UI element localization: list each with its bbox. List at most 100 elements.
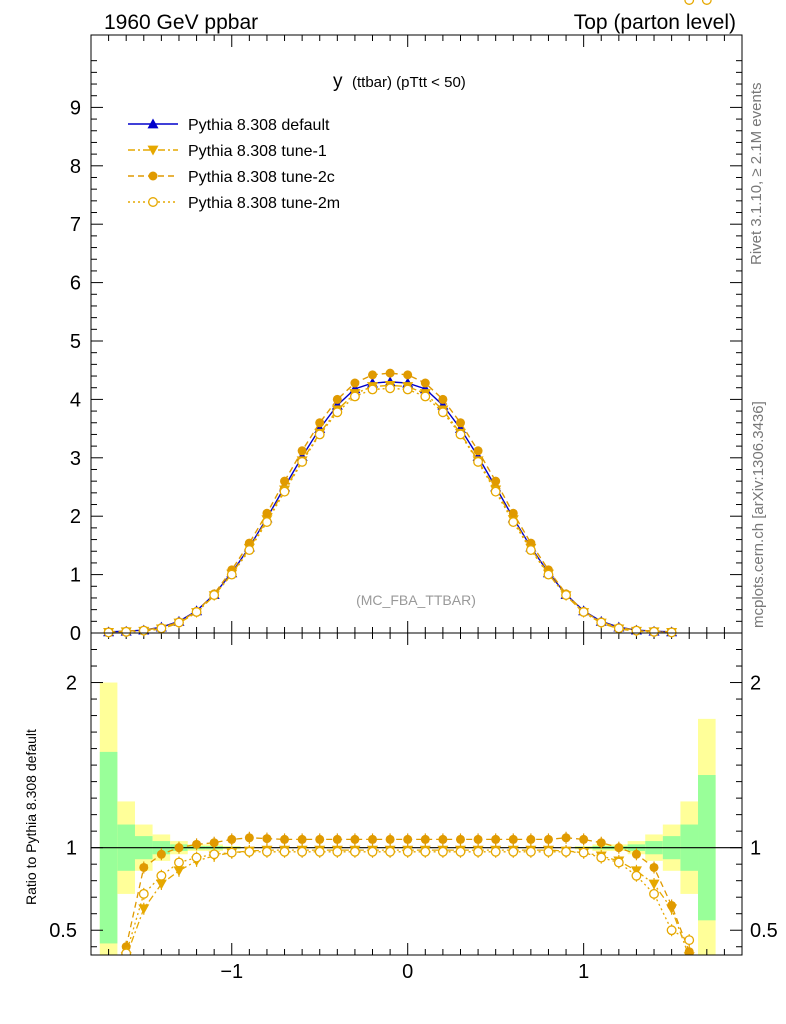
x-tick-label: 1: [578, 961, 589, 983]
ratio-series-2: [121, 831, 694, 955]
ratio-point: [596, 838, 606, 848]
ratio-point: [684, 947, 694, 955]
ratio-point: [173, 866, 185, 877]
ratio-point: [614, 843, 624, 853]
ratio-point: [297, 846, 308, 857]
data-point: [438, 394, 448, 404]
data-point: [631, 625, 642, 636]
data-point: [385, 383, 396, 394]
legend-marker: [148, 171, 158, 181]
ratio-axis-label: Ratio to Pythia 8.308 default: [23, 729, 39, 905]
ratio-point: [420, 834, 430, 844]
header-right: Top (parton level): [574, 11, 736, 34]
y-tick-label: 9: [70, 97, 81, 119]
data-point: [543, 569, 554, 580]
analysis-watermark: (MC_FBA_TTBAR): [356, 592, 476, 608]
ratio-point: [156, 870, 167, 881]
data-point: [437, 407, 448, 418]
y-tick-label: 1: [70, 565, 81, 587]
y-tick-label: 2: [66, 673, 77, 695]
y-tick-label-right: 1: [750, 838, 761, 860]
data-point: [403, 370, 413, 380]
ratio-point: [473, 846, 484, 857]
ratio-point: [226, 847, 237, 858]
data-point: [368, 370, 378, 380]
legend-marker: [148, 197, 158, 207]
ratio-point: [631, 870, 642, 881]
ratio-point: [244, 846, 255, 857]
ratio-point: [121, 948, 132, 955]
data-point: [138, 625, 149, 636]
uncertainty-bands: [91, 682, 742, 955]
data-point: [420, 391, 431, 402]
y-tick-label-right: 2: [750, 673, 761, 695]
data-point: [561, 590, 572, 600]
data-point: [420, 378, 430, 388]
ratio-point: [420, 846, 431, 857]
rivet-label: Rivet 3.1.10, ≥ 2.1M events: [748, 83, 765, 266]
data-point: [297, 446, 307, 456]
mcplots-label: mcplots.cern.ch [arXiv:1306.3436]: [750, 401, 767, 628]
ratio-point: [332, 846, 343, 857]
data-point: [103, 627, 114, 638]
ratio-point: [139, 862, 149, 872]
ratio-point: [667, 900, 677, 910]
y-tick-label: 0.5: [49, 920, 77, 942]
legend-marker: [147, 145, 159, 156]
ratio-point: [174, 857, 184, 868]
legend-label: Pythia 8.308 tune-1: [188, 143, 327, 160]
data-point: [490, 486, 501, 497]
ratio-point: [561, 846, 572, 857]
ratio-point: [508, 846, 519, 857]
ratio-point: [192, 839, 202, 849]
legend-item: Pythia 8.308 tune-2c: [128, 169, 335, 186]
ratio-point: [649, 862, 659, 872]
data-point: [244, 538, 254, 548]
ratio-point: [155, 879, 167, 890]
data-point: [280, 476, 290, 486]
data-point: [402, 384, 413, 395]
data-point: [684, 0, 695, 5]
data-point: [525, 545, 536, 556]
ratio-point: [279, 846, 290, 857]
ratio-point: [262, 834, 272, 844]
data-point: [121, 626, 132, 637]
data-point: [473, 456, 484, 467]
ratio-point: [244, 833, 254, 843]
ratio-point: [174, 843, 184, 853]
y-tick-label: 6: [70, 273, 81, 295]
ratio-point: [490, 846, 501, 857]
data-point: [349, 391, 360, 402]
ratio-point: [455, 834, 465, 844]
ratio-point: [455, 846, 466, 857]
ratio-point: [666, 925, 677, 936]
legend-marker: [147, 118, 159, 129]
data-point: [491, 476, 501, 486]
ratio-point: [649, 888, 659, 899]
ratio-point: [473, 834, 483, 844]
data-point: [314, 429, 325, 440]
data-point: [279, 486, 290, 497]
ratio-point: [578, 847, 589, 858]
ratio-point: [543, 846, 554, 857]
ratio-point: [613, 857, 624, 868]
ratio-point: [579, 834, 589, 844]
ratio-line: [125, 851, 690, 954]
legend-label: Pythia 8.308 default: [188, 117, 330, 134]
ratio-point: [138, 888, 149, 899]
ratio-point: [314, 846, 325, 857]
y-tick-label: 2: [70, 506, 81, 528]
ratio-point: [684, 935, 695, 946]
legend-label: Pythia 8.308 tune-2c: [188, 169, 335, 186]
ratio-point: [402, 846, 413, 857]
data-point: [191, 607, 202, 617]
y-tick-label: 0: [70, 623, 81, 645]
ratio-point: [561, 833, 571, 843]
ratio-series-3: [121, 845, 695, 955]
data-point: [367, 384, 378, 395]
legend: Pythia 8.308 default Pythia 8.308 tune-1 P…: [128, 117, 340, 212]
data-point: [261, 517, 272, 527]
ratio-point: [261, 846, 272, 857]
ratio-point: [631, 849, 641, 859]
y-tick-label-right: 0.5: [750, 920, 778, 942]
